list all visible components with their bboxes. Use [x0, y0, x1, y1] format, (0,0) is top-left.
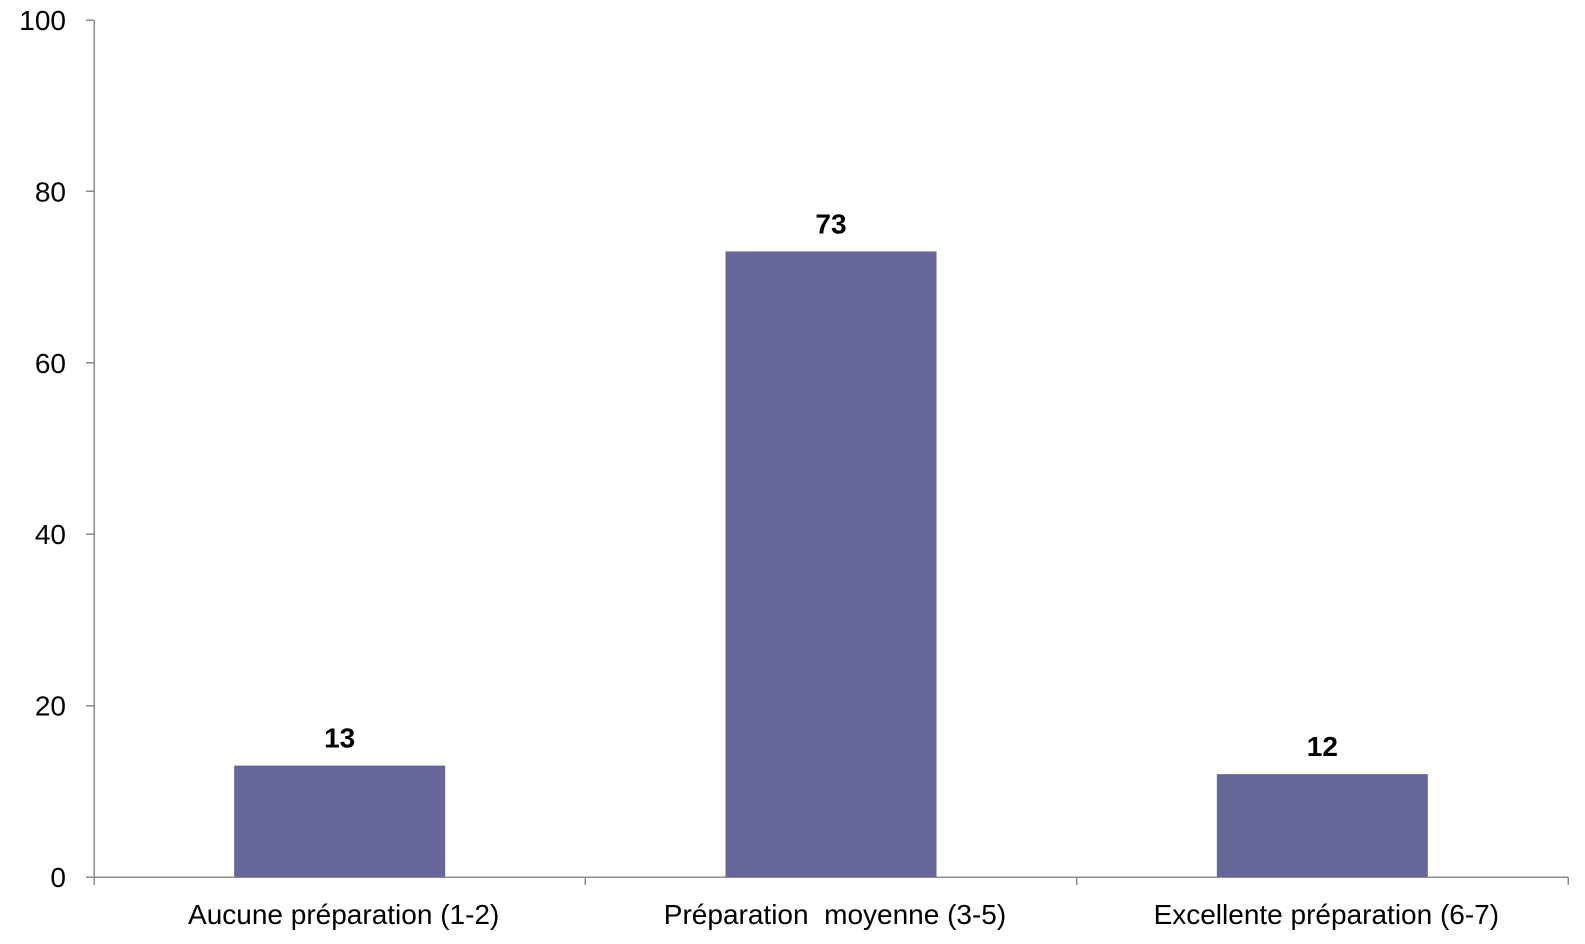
y-tick-label: 40 [35, 519, 66, 550]
bars [234, 251, 1428, 877]
y-tick-label: 20 [35, 691, 66, 722]
y-tick-label: 0 [50, 862, 66, 893]
category-label: Excellente préparation (6-7) [1154, 899, 1500, 930]
bar [1216, 774, 1428, 877]
category-label: Aucune préparation (1-2) [188, 899, 499, 930]
y-tick-label: 80 [35, 176, 66, 207]
data-label: 73 [815, 208, 846, 239]
bar [234, 765, 446, 877]
data-label: 13 [324, 723, 355, 754]
x-axis [93, 876, 1569, 885]
category-labels: Aucune préparation (1-2) Préparation moye… [188, 899, 1499, 930]
y-axis: 0 20 40 60 80 100 [19, 5, 95, 893]
data-labels: 13 73 12 [324, 208, 1338, 762]
y-tick-label: 100 [19, 5, 66, 36]
data-label: 12 [1307, 731, 1338, 762]
category-label: Préparation moyenne (3-5) [664, 899, 1006, 930]
y-tick-label: 60 [35, 348, 66, 379]
bar [725, 251, 937, 877]
